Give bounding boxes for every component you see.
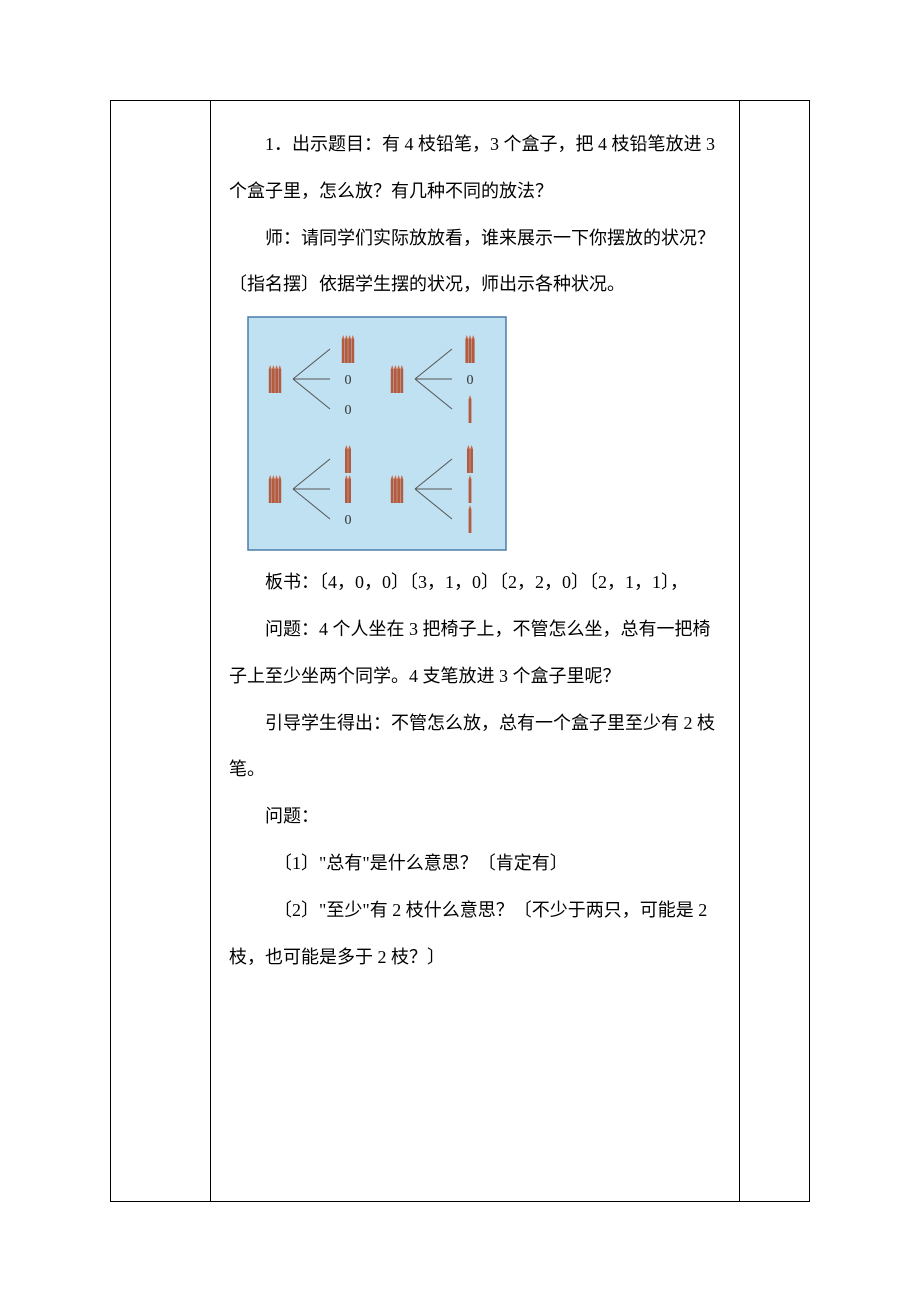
paragraph-1: 1．出示题目：有 4 枝铅笔，3 个盒子，把 4 枝铅笔放进 3 个盒子里，怎么… [229, 121, 721, 215]
svg-text:0: 0 [345, 403, 352, 418]
paragraph-8: 〔2〕"至少"有 2 枝什么意思？〔不少于两只，可能是 2 枝，也可能是多于 2… [229, 887, 721, 981]
svg-text:0: 0 [345, 513, 352, 528]
content-area: 1．出示题目：有 4 枝铅笔，3 个盒子，把 4 枝铅笔放进 3 个盒子里，怎么… [211, 101, 739, 990]
pencil-diagram: 0 0 0 0 [247, 316, 507, 551]
page: 1．出示题目：有 4 枝铅笔，3 个盒子，把 4 枝铅笔放进 3 个盒子里，怎么… [0, 0, 920, 1302]
paragraph-5: 引导学生得出：不管怎么放，总有一个盒子里至少有 2 枝笔。 [229, 700, 721, 794]
right-cell [740, 101, 810, 1202]
paragraph-2: 师：请同学们实际放放看，谁来展示一下你摆放的状况？〔指名摆〕依据学生摆的状况，师… [229, 215, 721, 309]
svg-text:0: 0 [345, 373, 352, 388]
paragraph-3: 板书：〔4，0，0〕〔3，1，0〕〔2，2，0〕〔2，1，1〕， [229, 559, 721, 606]
paragraph-4: 问题：4 个人坐在 3 把椅子上，不管怎么坐，总有一把椅子上至少坐两个同学。4 … [229, 606, 721, 700]
main-cell: 1．出示题目：有 4 枝铅笔，3 个盒子，把 4 枝铅笔放进 3 个盒子里，怎么… [211, 101, 740, 1202]
svg-text:0: 0 [467, 373, 474, 388]
layout-table: 1．出示题目：有 4 枝铅笔，3 个盒子，把 4 枝铅笔放进 3 个盒子里，怎么… [110, 100, 810, 1202]
paragraph-6: 问题： [229, 793, 721, 840]
left-cell [111, 101, 211, 1202]
paragraph-7: 〔1〕"总有"是什么意思？〔肯定有〕 [229, 840, 721, 887]
